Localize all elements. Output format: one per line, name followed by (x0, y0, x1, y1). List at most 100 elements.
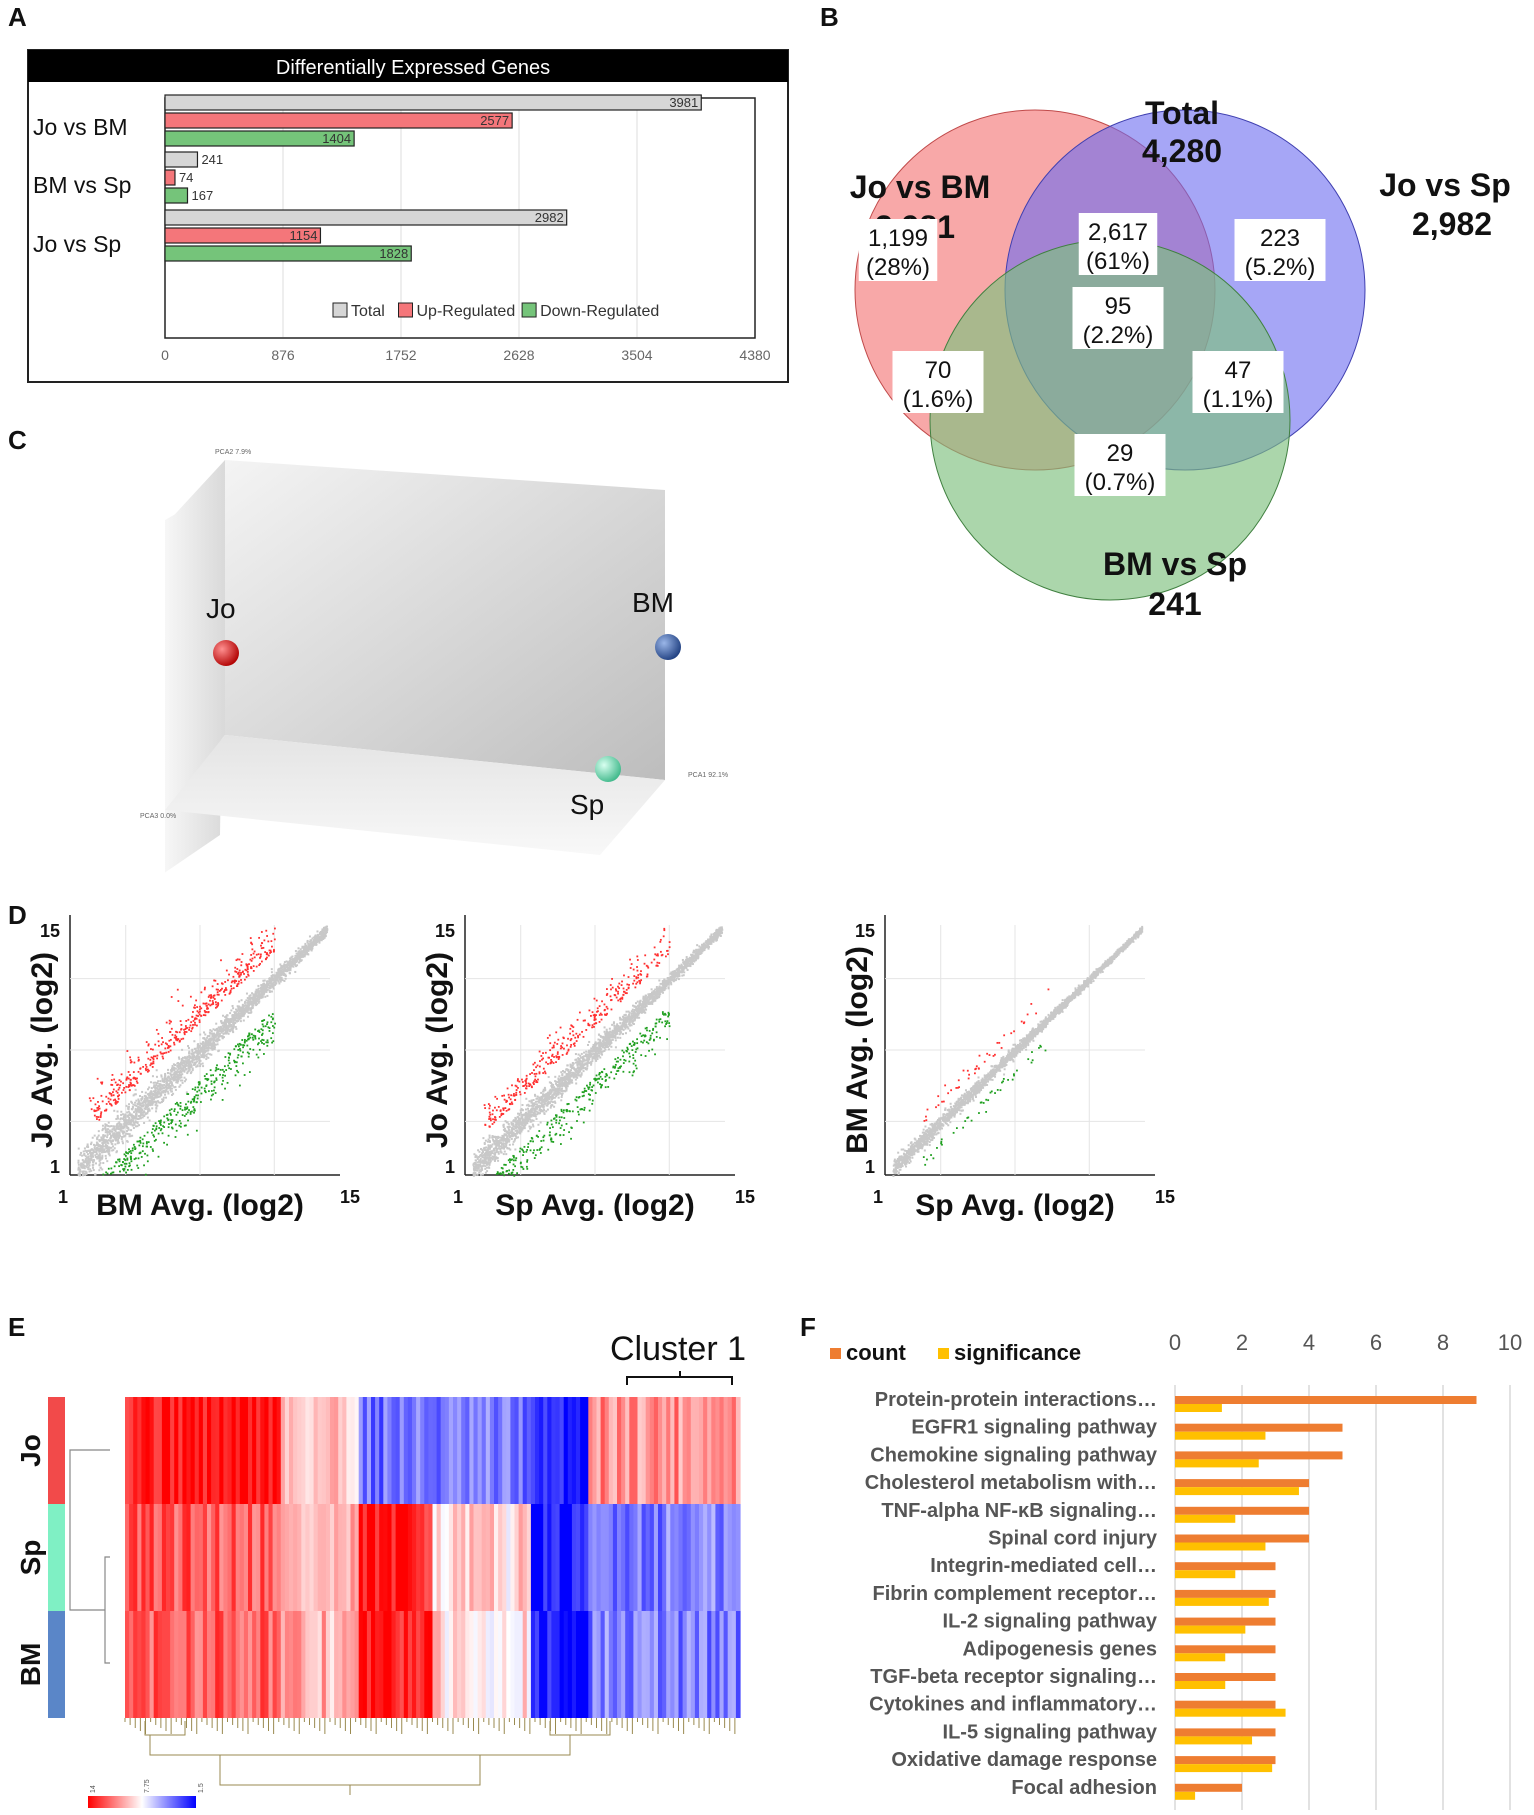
scatter-point-ns (132, 1103, 135, 1106)
scatter-point-ns (560, 1095, 563, 1098)
scatter-point-ns (635, 1007, 638, 1010)
scatter-point-up (156, 1054, 159, 1057)
scatter-point-up (228, 973, 230, 976)
scatter-point-ns (125, 1104, 128, 1107)
scatter-point-ns (116, 1114, 119, 1117)
scatter-point-down (183, 1124, 186, 1127)
scatter-point-ns (207, 1049, 210, 1052)
scatter-point-up (117, 1083, 119, 1086)
scatter-point-ns (199, 1042, 202, 1045)
scatter-point-ns (297, 956, 300, 959)
scatter-point-ns (260, 984, 263, 987)
scatter-point-ns (519, 1111, 522, 1114)
scatter-point-down (243, 1041, 246, 1044)
scatter-point-ns (107, 1125, 110, 1128)
scatter-point-ns (201, 1054, 204, 1057)
scatter-point-ns (95, 1152, 98, 1155)
scatter-point-up (170, 1027, 173, 1030)
scatter-point-ns (497, 1152, 500, 1155)
scatter-point-up (251, 943, 254, 946)
scatter-point-up (116, 1095, 119, 1098)
scatter-point-down (225, 1069, 228, 1071)
scatter-point-ns (670, 971, 673, 974)
scatter-point-up (177, 1000, 180, 1002)
scatter-point-ns (212, 1028, 215, 1031)
scatter-point-ns (88, 1161, 91, 1164)
scatter-point-ns (119, 1129, 122, 1132)
scatter-point-ns (655, 985, 658, 988)
scatter-point-ns (234, 1025, 237, 1028)
scatter-point-ns (690, 953, 693, 956)
scatter-point-ns (157, 1096, 160, 1099)
scatter-point-ns (578, 1074, 581, 1077)
scatter-point-ns (155, 1069, 158, 1072)
scatter-point-ns (150, 1099, 153, 1102)
scatter-point-ns (201, 1053, 204, 1056)
scatter-point-up (212, 1003, 215, 1005)
scatter-point-down (206, 1079, 209, 1082)
scatter-point-ns (489, 1158, 492, 1161)
scatter-point-up (185, 1020, 188, 1022)
scatter-point-ns (294, 970, 297, 973)
scatter-point-down (258, 1031, 261, 1033)
scatter-point-ns (712, 939, 715, 942)
scatter-point-up (238, 974, 241, 977)
scatter-point-up (112, 1091, 114, 1094)
scatter-point-ns (123, 1118, 126, 1121)
scatter-point-ns (117, 1138, 120, 1141)
scatter-point-down (153, 1135, 155, 1138)
scatter-point-ns (545, 1094, 548, 1097)
scatter-point-up (273, 938, 276, 941)
scatter-point-ns (317, 936, 320, 939)
scatter-point-up (257, 953, 260, 956)
scatter-point-up (214, 979, 217, 982)
scatter-point-ns (232, 1022, 235, 1025)
scatter-point-ns (122, 1135, 125, 1138)
scatter-point-ns (122, 1125, 125, 1128)
scatter-point-ns (270, 974, 273, 977)
scatter-point-ns (170, 1090, 173, 1093)
scatter-point-up (213, 979, 216, 982)
scatter-point-up (245, 969, 248, 972)
scatter-point-down (222, 1074, 224, 1076)
scatter-point-ns (560, 1092, 563, 1095)
scatter-point-up (159, 1051, 162, 1054)
scatter-point-ns (280, 970, 283, 973)
scatter-point-ns (110, 1146, 113, 1149)
scatter-point-up (214, 1001, 217, 1004)
scatter-point-ns (177, 1076, 180, 1079)
scatter-point-ns (174, 1088, 177, 1091)
scatter-point-ns (110, 1134, 113, 1137)
scatter-point-ns (134, 1116, 137, 1119)
scatter-point-ns (130, 1108, 133, 1111)
scatter-point-ns (112, 1127, 115, 1130)
scatter-point-up (100, 1113, 102, 1115)
scatter-point-down (118, 1160, 121, 1163)
scatter-point-ns (536, 1097, 539, 1100)
scatter-point-ns (130, 1113, 133, 1116)
scatter-point-ns (481, 1159, 484, 1162)
scatter-point-ns (135, 1121, 138, 1124)
scatter-point-down (197, 1081, 200, 1084)
scatter-point-ns (232, 1019, 235, 1022)
scatter-point-ns (217, 1036, 220, 1039)
scatter-point-ns (87, 1146, 90, 1149)
scatter-point-ns (123, 1114, 126, 1117)
scatter-point-up (194, 1023, 196, 1026)
scatter-point-ns (578, 1066, 581, 1069)
scatter-point-up (183, 1028, 185, 1031)
scatter-point-up (112, 1094, 115, 1097)
scatter-point-ns (216, 1034, 219, 1037)
scatter-point-ns (96, 1148, 99, 1151)
scatter-point-ns (78, 1174, 81, 1177)
scatter-point-up (231, 980, 234, 983)
scatter-point-ns (114, 1136, 117, 1139)
scatter-point-ns (229, 1012, 232, 1015)
scatter-point-ns (310, 949, 313, 952)
scatter-point-ns (250, 996, 253, 999)
scatter-point-down (189, 1101, 192, 1104)
scatter-point-down (209, 1069, 212, 1072)
scatter-point-ns (197, 1048, 200, 1051)
scatter-point-ns (283, 966, 286, 969)
scatter-point-ns (256, 1000, 259, 1003)
